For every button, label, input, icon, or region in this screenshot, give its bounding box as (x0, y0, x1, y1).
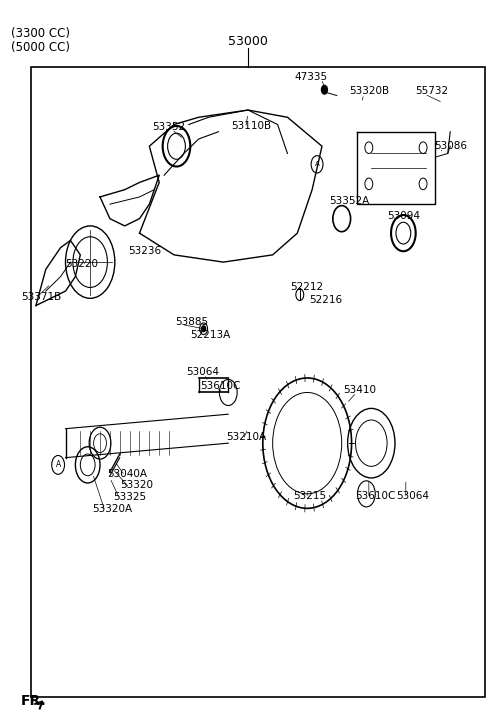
Text: 52212: 52212 (290, 283, 323, 292)
Text: A: A (56, 460, 61, 470)
Text: (5000 CC): (5000 CC) (11, 41, 70, 55)
Text: 53220: 53220 (65, 259, 99, 268)
Text: 53064: 53064 (396, 491, 429, 501)
Text: 47335: 47335 (295, 73, 328, 82)
Text: 53410: 53410 (343, 385, 375, 395)
Text: A: A (314, 161, 319, 167)
Text: 53885: 53885 (176, 317, 209, 327)
Text: 53610C: 53610C (200, 381, 241, 391)
Text: 53320: 53320 (120, 480, 153, 490)
Text: 53094: 53094 (387, 212, 420, 222)
Text: 53000: 53000 (228, 36, 268, 49)
Text: 53320B: 53320B (349, 87, 389, 96)
Text: 55732: 55732 (415, 87, 448, 96)
Text: FR.: FR. (21, 694, 47, 707)
Text: 53110B: 53110B (231, 121, 271, 131)
Text: 53064: 53064 (186, 367, 219, 377)
Text: 52216: 52216 (309, 295, 342, 305)
Text: 52213A: 52213A (190, 330, 231, 340)
Text: 53325: 53325 (113, 491, 146, 502)
Circle shape (321, 85, 327, 94)
Circle shape (202, 326, 205, 332)
Text: 53371B: 53371B (21, 292, 62, 302)
Text: 53040A: 53040A (108, 469, 147, 478)
Text: 53215: 53215 (293, 491, 326, 501)
Text: 53236: 53236 (128, 246, 161, 255)
Text: 53320A: 53320A (93, 504, 133, 514)
Text: 53086: 53086 (434, 141, 467, 151)
Text: (3300 CC): (3300 CC) (11, 27, 70, 40)
Text: 53352A: 53352A (329, 196, 370, 206)
Text: 53210A: 53210A (226, 433, 266, 442)
Text: 53352: 53352 (152, 122, 185, 132)
Text: 53610C: 53610C (356, 491, 396, 501)
